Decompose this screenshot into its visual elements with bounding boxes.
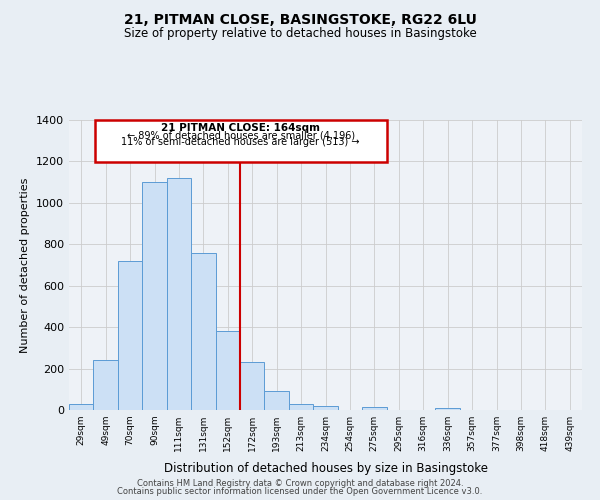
Bar bbox=[118, 261, 142, 410]
Text: ← 89% of detached houses are smaller (4,196): ← 89% of detached houses are smaller (4,… bbox=[127, 130, 355, 140]
Text: 11% of semi-detached houses are larger (513) →: 11% of semi-detached houses are larger (… bbox=[121, 137, 360, 147]
Text: Contains public sector information licensed under the Open Government Licence v3: Contains public sector information licen… bbox=[118, 487, 482, 496]
Bar bbox=[436, 408, 460, 410]
Bar bbox=[215, 332, 240, 410]
X-axis label: Distribution of detached houses by size in Basingstoke: Distribution of detached houses by size … bbox=[163, 462, 487, 475]
Bar bbox=[69, 404, 94, 410]
Bar bbox=[265, 392, 289, 410]
Bar bbox=[94, 360, 118, 410]
Text: 21, PITMAN CLOSE, BASINGSTOKE, RG22 6LU: 21, PITMAN CLOSE, BASINGSTOKE, RG22 6LU bbox=[124, 12, 476, 26]
Bar bbox=[191, 252, 215, 410]
Text: Size of property relative to detached houses in Basingstoke: Size of property relative to detached ho… bbox=[124, 28, 476, 40]
Bar bbox=[289, 404, 313, 410]
Bar bbox=[240, 362, 265, 410]
Text: 21 PITMAN CLOSE: 164sqm: 21 PITMAN CLOSE: 164sqm bbox=[161, 123, 320, 133]
Bar bbox=[167, 178, 191, 410]
FancyBboxPatch shape bbox=[95, 120, 386, 162]
Bar bbox=[362, 407, 386, 410]
Bar bbox=[142, 182, 167, 410]
Text: Contains HM Land Registry data © Crown copyright and database right 2024.: Contains HM Land Registry data © Crown c… bbox=[137, 478, 463, 488]
Y-axis label: Number of detached properties: Number of detached properties bbox=[20, 178, 31, 352]
Bar bbox=[313, 406, 338, 410]
